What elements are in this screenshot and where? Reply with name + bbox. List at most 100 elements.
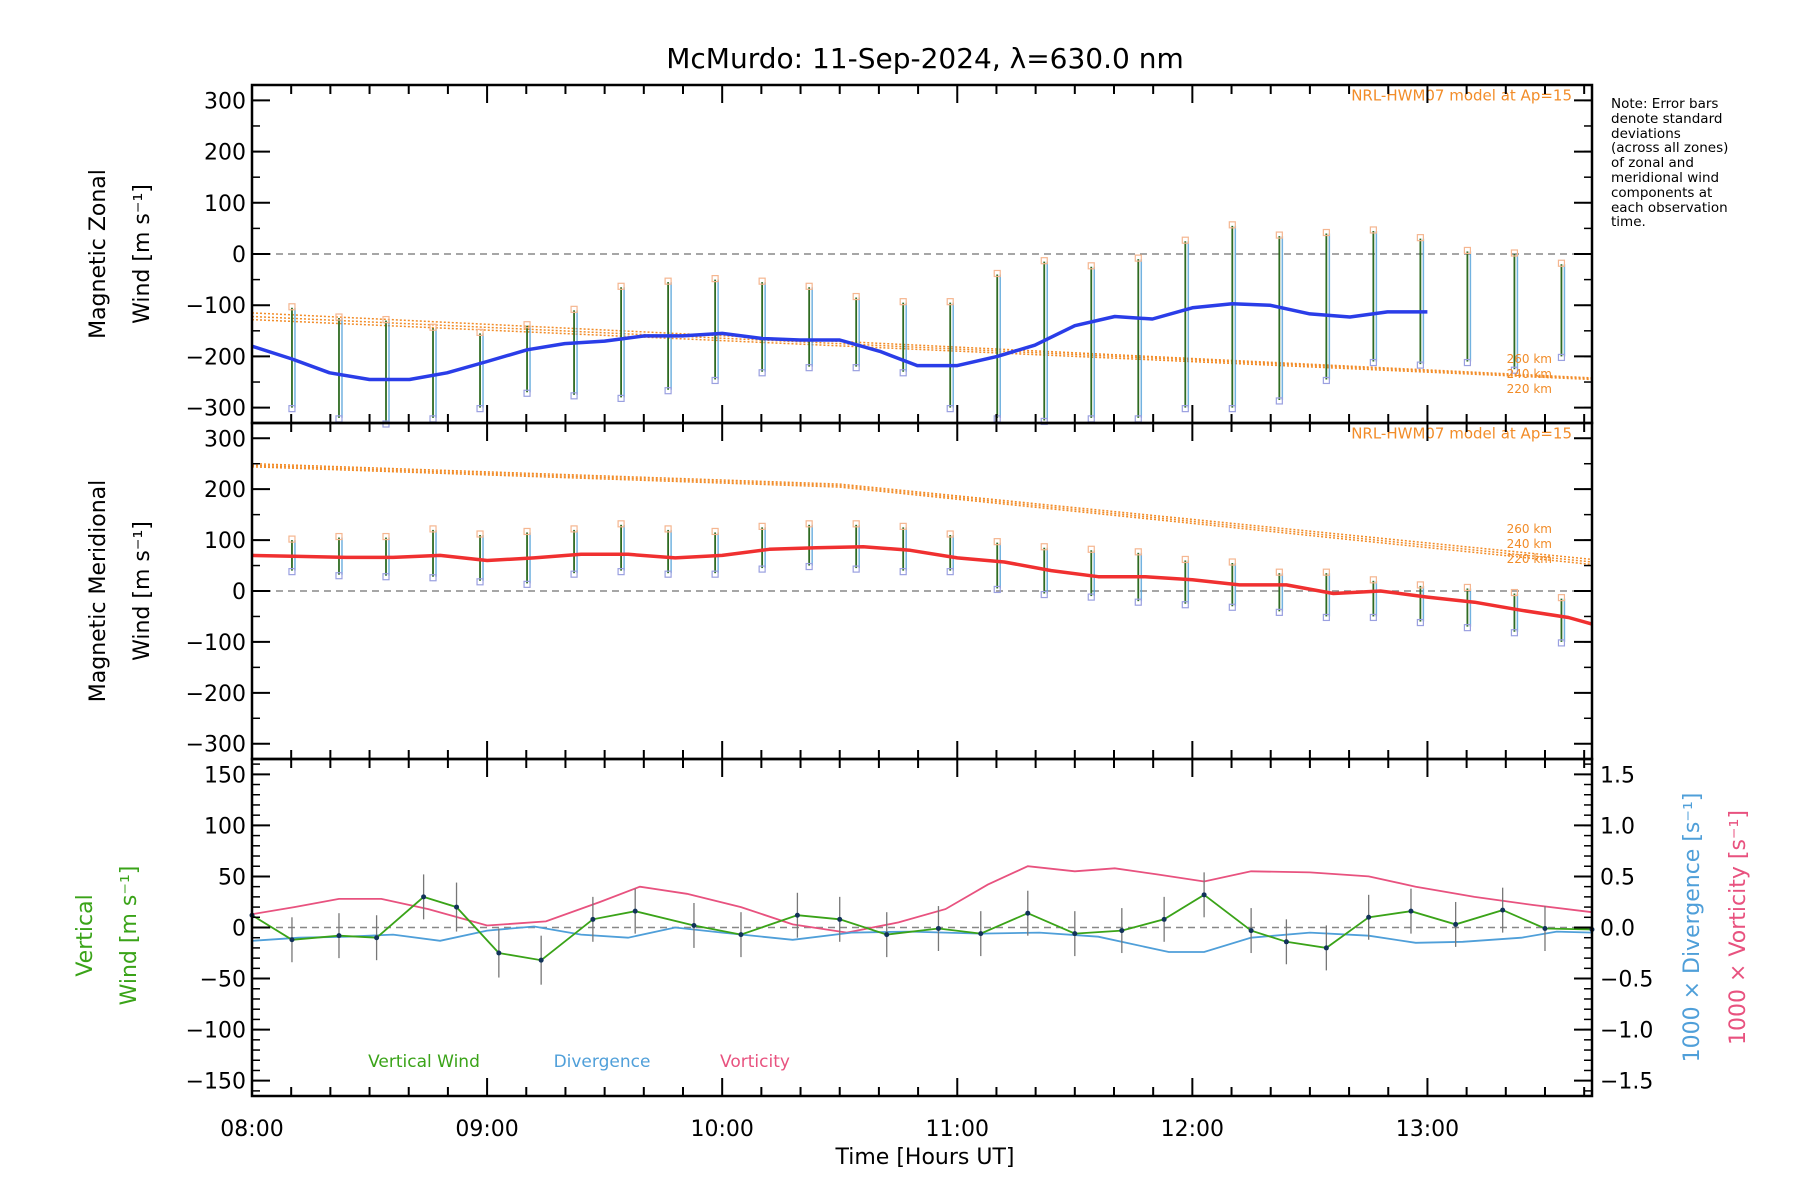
- vertical-ylabel: Vertical Wind [m s⁻¹]: [73, 866, 142, 1006]
- error-cap-marker: [1134, 598, 1142, 606]
- error-cap-marker: [382, 315, 390, 324]
- error-cap-marker: [335, 572, 343, 580]
- vertical-wind-point: [884, 932, 890, 938]
- vertical-ylabel-line: Vertical: [73, 894, 98, 976]
- error-cap-marker: [476, 530, 484, 538]
- error-cap-marker: [1228, 603, 1236, 611]
- error-cap-marker: [1087, 545, 1095, 553]
- error-cap-marker: [758, 522, 766, 530]
- error-cap-marker: [288, 405, 296, 413]
- error-cap-marker: [852, 364, 860, 372]
- divergence-ylabel-line: 1000 × Divergence [s⁻¹]: [1680, 793, 1705, 1063]
- y-tick-label: 0: [232, 243, 246, 268]
- vertical-wind-point: [738, 932, 744, 938]
- error-cap-marker: [429, 574, 437, 582]
- error-cap-marker: [1134, 254, 1142, 262]
- error-cap-marker: [523, 527, 531, 536]
- error-cap-marker: [1322, 376, 1330, 385]
- error-cap-marker: [852, 565, 860, 573]
- error-cap-marker: [617, 520, 625, 528]
- error-cap-marker: [1275, 608, 1283, 616]
- error-cap-marker: [993, 538, 1001, 546]
- model-line-240km: [251, 315, 1593, 380]
- y-tick-label: 200: [204, 478, 246, 503]
- legend-divergence: Divergence: [554, 1052, 651, 1072]
- model-line-260km: [251, 462, 1593, 561]
- model-alt-label: 220 km: [1507, 552, 1552, 566]
- y-tick-label: 0: [232, 917, 246, 942]
- x-tick-label: 12:00: [1161, 1117, 1224, 1142]
- y-right-tick-label: 1.5: [1600, 763, 1635, 788]
- error-cap-marker: [1040, 590, 1048, 599]
- vertical-wind-point: [1500, 907, 1506, 913]
- error-cap-marker: [1040, 417, 1048, 426]
- error-cap-marker: [570, 570, 578, 578]
- model-alt-label: 260 km: [1507, 352, 1552, 366]
- error-cap-marker: [335, 532, 343, 541]
- vertical-wind-point: [1248, 928, 1254, 934]
- error-cap-marker: [1181, 405, 1189, 413]
- y-tick-label: −100: [186, 1019, 246, 1044]
- y-tick-label: 300: [204, 89, 246, 114]
- error-bar-note: Note: Error bars denote standard deviati…: [1611, 96, 1729, 231]
- error-cap-marker: [1228, 221, 1236, 229]
- error-cap-marker: [1557, 594, 1566, 602]
- error-cap-marker: [899, 522, 907, 530]
- error-cap-marker: [1510, 629, 1519, 637]
- vertical-wind-point: [691, 922, 697, 928]
- error-cap-marker: [1181, 601, 1189, 609]
- error-cap-marker: [1416, 361, 1424, 369]
- error-cap-marker: [852, 520, 860, 528]
- vertical-wind-point: [496, 950, 502, 956]
- vertical-wind-point: [421, 894, 427, 900]
- vertical-wind-point: [1201, 892, 1207, 898]
- error-cap-marker: [523, 321, 531, 329]
- error-cap-marker: [1087, 262, 1095, 270]
- vertical-wind-point: [1408, 908, 1414, 914]
- error-cap-marker: [1322, 568, 1330, 576]
- meridional-ylabel-line: Wind [m s⁻¹]: [130, 521, 155, 661]
- error-cap-marker: [429, 323, 437, 331]
- error-cap-marker: [570, 525, 578, 533]
- y-tick-label: −150: [186, 1070, 246, 1095]
- error-cap-marker: [664, 570, 672, 578]
- vertical-ylabel-line: Wind [m s⁻¹]: [117, 866, 142, 1006]
- vertical-wind-point: [794, 912, 800, 918]
- error-cap-marker: [1416, 234, 1424, 242]
- x-tick-label: 13:00: [1396, 1117, 1459, 1142]
- error-cap-marker: [758, 369, 766, 377]
- model-alt-label: 240 km: [1507, 537, 1552, 551]
- error-cap-marker: [288, 303, 296, 311]
- x-tick-label: 11:00: [926, 1117, 989, 1142]
- vertical-wind-point: [454, 904, 460, 910]
- error-cap-marker: [993, 269, 1001, 278]
- legend-vorticity: Vorticity: [720, 1052, 790, 1072]
- error-cap-marker: [1228, 558, 1236, 566]
- error-cap-marker: [1510, 249, 1519, 257]
- error-cap-marker: [1416, 618, 1424, 627]
- error-cap-marker: [946, 530, 954, 538]
- y-tick-label: 50: [218, 865, 246, 890]
- zonal-ylabel-line: Wind [m s⁻¹]: [130, 184, 155, 324]
- chart-title: McMurdo: 11-Sep-2024, λ=630.0 nm: [666, 42, 1184, 75]
- legend-vertical-wind: Vertical Wind: [368, 1052, 480, 1072]
- error-cap-marker: [1416, 581, 1424, 589]
- error-cap-marker: [570, 392, 578, 400]
- error-cap-marker: [1369, 576, 1377, 584]
- error-cap-marker: [1040, 543, 1048, 551]
- error-cap-marker: [711, 570, 719, 578]
- vertical-wind-point: [289, 937, 295, 943]
- error-cap-marker: [711, 376, 719, 385]
- model-line-220km: [251, 318, 1593, 381]
- error-cap-marker: [617, 568, 625, 576]
- error-cap-marker: [288, 535, 296, 543]
- vertical-wind-point: [1542, 926, 1548, 932]
- vertical-wind-point: [336, 933, 342, 939]
- error-cap-marker: [476, 328, 484, 336]
- y-right-tick-label: 0.5: [1600, 865, 1635, 890]
- error-cap-marker: [1322, 228, 1330, 237]
- error-cap-marker: [382, 532, 390, 541]
- divergence-ylabel: 1000 × Divergence [s⁻¹]: [1680, 793, 1705, 1063]
- y-tick-label: −200: [186, 682, 246, 707]
